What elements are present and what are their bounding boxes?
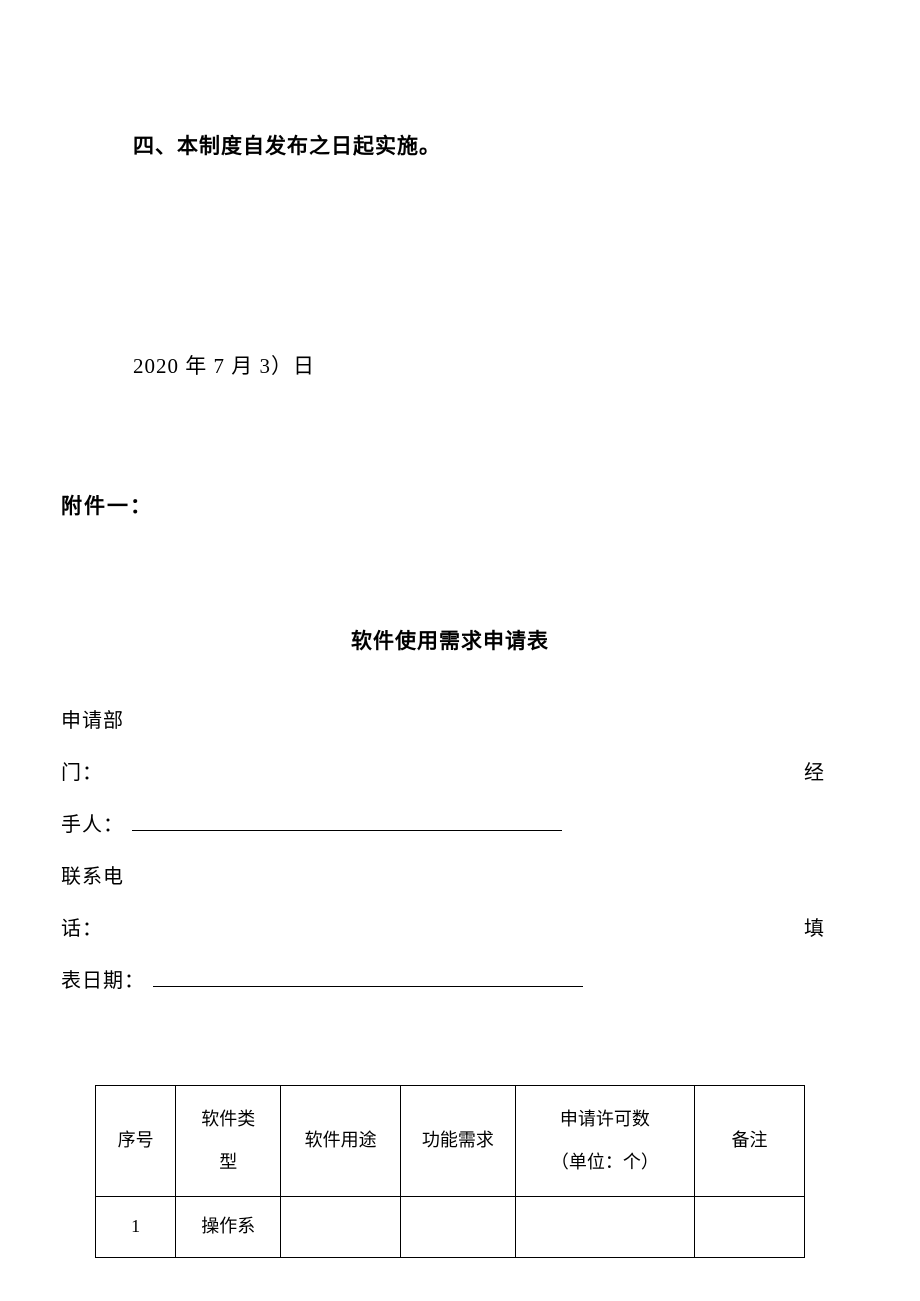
th-requirement: 功能需求 [400,1086,515,1197]
cell-remark [695,1197,805,1258]
th-seq: 序号 [96,1086,176,1197]
th-license-count: 申请许可数 （单位：个） [515,1086,694,1197]
phone-label-part1: 联系电 [61,851,124,903]
cell-seq: 1 [96,1197,176,1258]
th-license-l2: （单位：个） [551,1152,659,1172]
fill-date-prefix: 填 [804,903,825,955]
form-header-fields: 申请部 门： 经 手人： 联系电 话： 填 表日期： [61,695,825,1007]
th-usage: 软件用途 [281,1086,401,1197]
form-title: 软件使用需求申请表 [75,625,825,655]
th-remark: 备注 [695,1086,805,1197]
table-header-row: 序号 软件类 型 软件用途 功能需求 申请许可数 （单位：个） 备注 [96,1086,805,1197]
dept-label-part1: 申请部 [61,695,124,747]
cell-requirement [400,1197,515,1258]
fill-date-underline [153,966,583,987]
handler-prefix: 经 [804,747,825,799]
handler-label: 手人： [61,799,124,851]
cell-type: 操作系 [176,1197,281,1258]
document-page: 四、本制度自发布之日起实施。 2020 年 7 月 3）日 附件一： 软件使用需… [0,0,920,1301]
request-table: 序号 软件类 型 软件用途 功能需求 申请许可数 （单位：个） 备注 [95,1085,805,1258]
issue-date: 2020 年 7 月 3）日 [133,350,825,380]
th-software-type-l2: 型 [219,1152,237,1172]
fill-date-label: 表日期： [61,955,145,1007]
th-license-l1: 申请许可数 [560,1109,650,1129]
th-software-type-l1: 软件类 [201,1109,255,1129]
attachment-label: 附件一： [61,490,825,520]
handler-underline [132,810,562,831]
table-row: 1 操作系 [96,1197,805,1258]
cell-license [515,1197,694,1258]
section-four-text: 四、本制度自发布之日起实施。 [133,130,825,160]
phone-label-part2: 话： [61,903,103,955]
th-software-type: 软件类 型 [176,1086,281,1197]
cell-usage [281,1197,401,1258]
dept-label-part2: 门： [61,747,103,799]
